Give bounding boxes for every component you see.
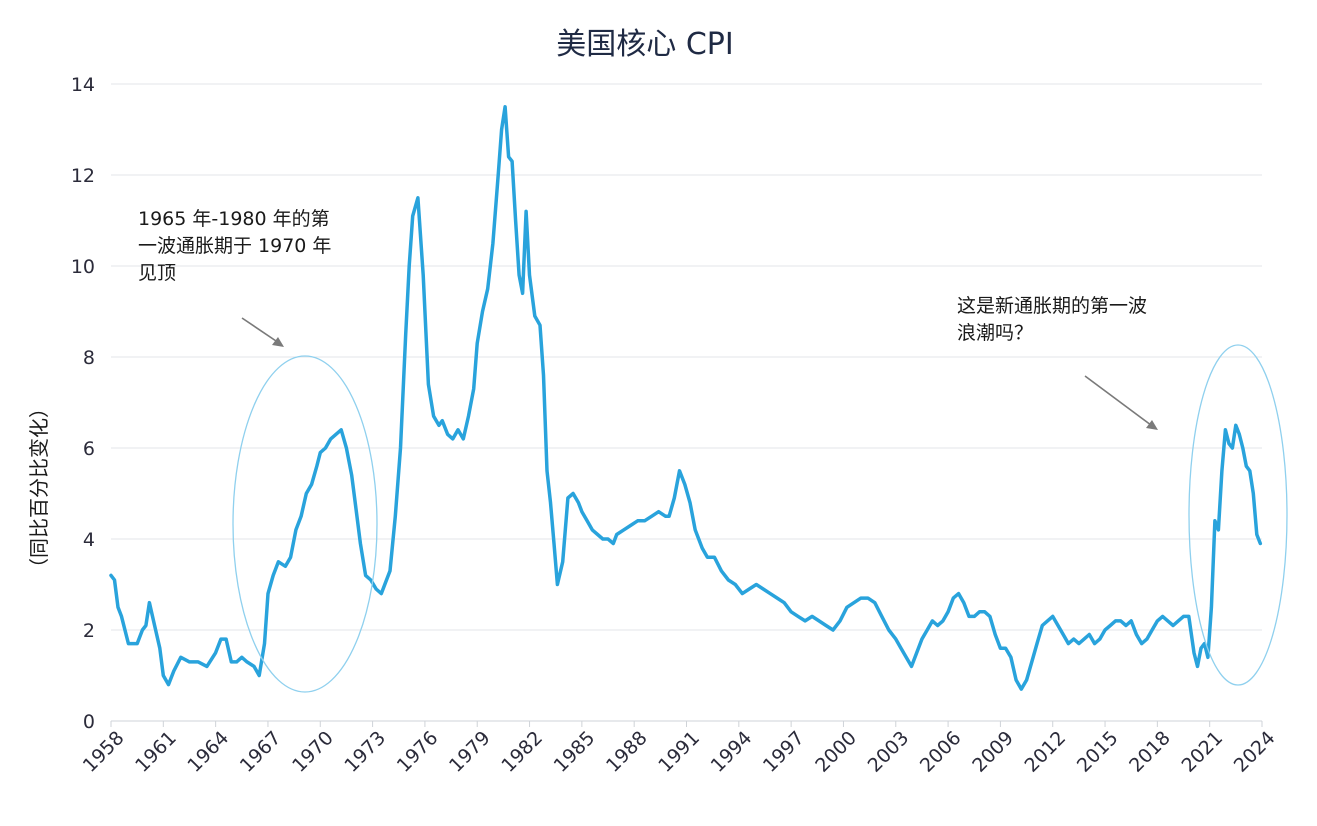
x-tick-label: 1994 — [707, 727, 757, 777]
y-tick-label: 6 — [83, 438, 95, 460]
x-tick-label: 1970 — [288, 727, 338, 777]
gridlines — [111, 83, 1262, 631]
x-tick-label: 1973 — [340, 727, 390, 777]
annotation-new-wave: 这是新通胀期的第一波 浪潮吗？ — [957, 295, 1148, 344]
x-tick-label: 2018 — [1125, 727, 1175, 777]
x-tick-label: 1967 — [236, 727, 286, 777]
series-line-core-cpi — [109, 105, 1263, 691]
annotation-first-wave: 1965 年-1980 年的第 一波通胀期于 1970 年 见顶 — [138, 208, 332, 284]
x-tick-label: 1958 — [79, 727, 129, 777]
chart-title: 美国核心 CPI — [556, 27, 733, 62]
y-tick-label: 14 — [71, 74, 95, 96]
y-tick-label: 0 — [83, 711, 95, 733]
x-tick-label: 2021 — [1177, 727, 1227, 777]
x-tick-label: 2024 — [1230, 727, 1280, 777]
x-tick-label: 2015 — [1073, 727, 1123, 777]
x-tick-label: 1988 — [602, 727, 652, 777]
x-tick-label: 1982 — [497, 727, 547, 777]
x-tick-label: 2009 — [968, 727, 1018, 777]
highlight-ellipse-2022 — [1188, 344, 1288, 686]
y-tick-label: 8 — [83, 347, 95, 369]
x-tick-label: 2012 — [1021, 727, 1071, 777]
x-tick-label: 2000 — [811, 727, 861, 777]
y-axis-label: （同比百分比变化） — [27, 398, 51, 578]
x-tick-label: 1979 — [445, 727, 495, 777]
annotation-arrow-1 — [241, 317, 284, 347]
y-tick-label: 12 — [71, 165, 95, 187]
x-tick-label: 1976 — [393, 727, 443, 777]
x-tick-label: 2003 — [864, 727, 914, 777]
annotation-arrow-2 — [1084, 375, 1158, 430]
x-tick-label: 1997 — [759, 727, 809, 777]
x-tick-label: 1961 — [131, 727, 181, 777]
y-axis-ticks: 0 2 4 6 8 10 12 14 — [71, 74, 95, 733]
y-tick-label: 4 — [83, 529, 95, 551]
x-tick-label: 1985 — [550, 727, 600, 777]
y-tick-label: 2 — [83, 620, 95, 642]
x-tick-label: 1964 — [183, 727, 233, 777]
highlight-ellipse-1970 — [232, 355, 378, 693]
x-tick-label: 1991 — [654, 727, 704, 777]
x-axis-ticks: 1958 1961 1964 1967 1970 1973 1976 1979 1982 1985… — [79, 721, 1280, 777]
y-tick-label: 10 — [71, 256, 95, 278]
x-tick-label: 2006 — [916, 727, 966, 777]
series-group — [109, 105, 1263, 691]
